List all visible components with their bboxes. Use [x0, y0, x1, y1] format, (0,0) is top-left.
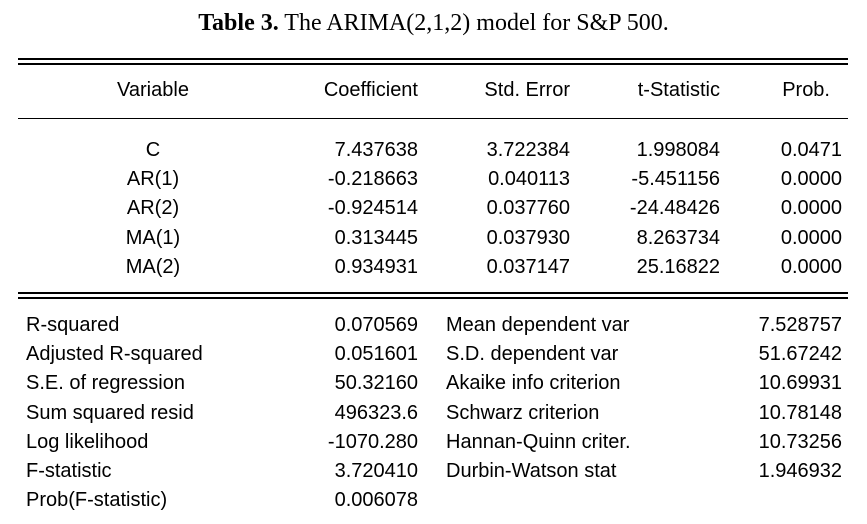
stat-value: 496323.6: [334, 402, 418, 424]
t-statistic-value: 8.263734: [636, 227, 720, 249]
top-rule-inner: [18, 63, 848, 65]
middle-rule-outer: [18, 292, 848, 294]
stat-label-right: S.D. dependent var: [446, 343, 619, 365]
variable-name: MA(2): [125, 256, 181, 278]
stat-value-right: 7.528757: [758, 314, 842, 336]
stat-label-right: Schwarz criterion: [446, 402, 600, 424]
stat-value: 0.006078: [334, 489, 418, 511]
std-error-value: 3.722384: [486, 139, 570, 161]
header-variable: Variable: [117, 79, 189, 101]
middle-rule-inner: [18, 297, 848, 299]
coefficient-value: 7.437638: [334, 139, 418, 161]
t-statistic-value: 25.16822: [636, 256, 720, 278]
variable-name: AR(2): [126, 197, 180, 219]
stat-value: 50.32160: [334, 372, 418, 394]
coefficient-value: -0.924514: [327, 197, 418, 219]
prob-value: 0.0000: [780, 197, 842, 219]
std-error-value: 0.040113: [488, 168, 570, 190]
stat-value-right: 51.67242: [758, 343, 842, 365]
stat-label: S.E. of regression: [26, 372, 185, 394]
header-t-statistic: t-Statistic: [637, 79, 720, 101]
stat-label: Adjusted R-squared: [26, 343, 203, 365]
std-error-value: 0.037930: [486, 227, 570, 249]
header-rule: [18, 118, 848, 119]
stat-label: F-statistic: [26, 460, 112, 482]
prob-value: 0.0000: [780, 256, 842, 278]
stat-label: R-squared: [26, 314, 120, 336]
header-std-error: Std. Error: [484, 79, 570, 101]
t-statistic-value: 1.998084: [636, 139, 720, 161]
stat-label: Log likelihood: [26, 431, 149, 453]
table-caption: Table 3. The ARIMA(2,1,2) model for S&P …: [0, 8, 867, 38]
stat-value: -1070.280: [327, 431, 418, 453]
stat-value: 3.720410: [334, 460, 418, 482]
stat-value-right: 10.73256: [758, 431, 842, 453]
stat-label-right: Mean dependent var: [446, 314, 630, 336]
stat-label: Sum squared resid: [26, 402, 194, 424]
header-coefficient: Coefficient: [323, 79, 418, 101]
variable-name: MA(1): [125, 227, 181, 249]
stat-label-right: Akaike info criterion: [446, 372, 621, 394]
stat-value: 0.051601: [334, 343, 418, 365]
stat-label: Prob(F-statistic): [26, 489, 168, 511]
table-title: The ARIMA(2,1,2) model for S&P 500.: [278, 10, 669, 36]
table-number: Table 3.: [198, 10, 279, 36]
stat-value-right: 10.69931: [758, 372, 842, 394]
stat-label-right: Durbin-Watson stat: [446, 460, 617, 482]
t-statistic-value: -24.48426: [629, 197, 720, 219]
header-prob: Prob.: [782, 79, 830, 101]
stat-label-right: Hannan-Quinn criter.: [446, 431, 631, 453]
stat-value-right: 1.946932: [758, 460, 842, 482]
prob-value: 0.0471: [780, 139, 842, 161]
coefficient-value: -0.218663: [327, 168, 418, 190]
stat-value-right: 10.78148: [758, 402, 842, 424]
t-statistic-value: -5.451156: [631, 168, 720, 190]
coefficient-value: 0.934931: [334, 256, 418, 278]
stat-value: 0.070569: [334, 314, 418, 336]
std-error-value: 0.037147: [486, 256, 570, 278]
std-error-value: 0.037760: [486, 197, 570, 219]
variable-name: C: [145, 139, 161, 161]
prob-value: 0.0000: [780, 227, 842, 249]
coefficient-value: 0.313445: [334, 227, 418, 249]
top-rule-outer: [18, 58, 848, 60]
prob-value: 0.0000: [780, 168, 842, 190]
variable-name: AR(1): [126, 168, 180, 190]
